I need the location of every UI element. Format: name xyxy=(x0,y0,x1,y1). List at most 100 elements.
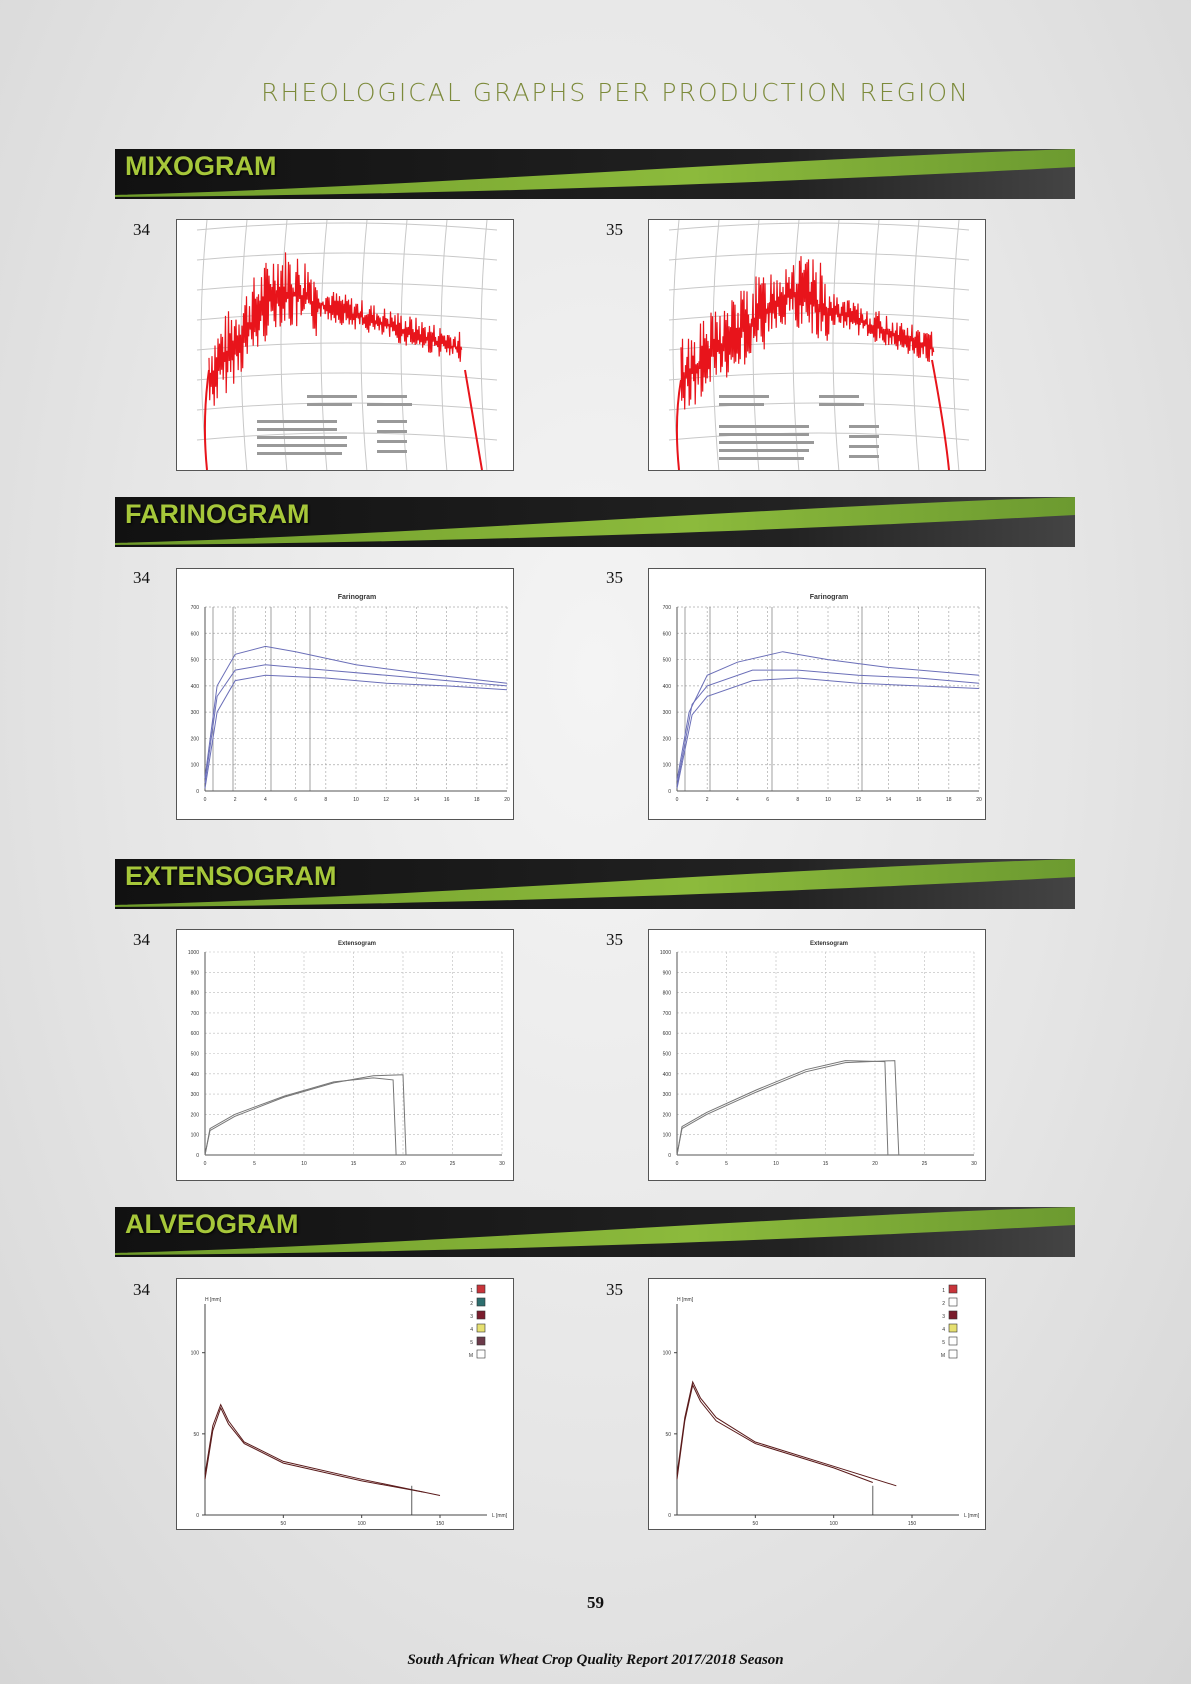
y-tick-label: 500 xyxy=(663,658,672,664)
y-tick-label: 1000 xyxy=(660,950,671,956)
chart-title: Extensogram xyxy=(338,941,376,947)
legend-label: 4 xyxy=(470,1327,473,1333)
chart-title: Farinogram xyxy=(338,594,377,601)
x-tick-label: 150 xyxy=(908,1521,917,1527)
y-tick-label: 400 xyxy=(663,684,672,690)
legend-swatch xyxy=(948,1284,958,1294)
extensogram-graphic: Extensogram10009008007006005004003002001… xyxy=(177,930,513,1180)
x-tick-label: 20 xyxy=(872,1161,878,1167)
section-label: ALVEOGRAM xyxy=(125,1209,299,1239)
legend-label: 2 xyxy=(470,1301,473,1307)
alveogram-graphic: H [mm] L [mm] 100 50 0 50 100 150 1 2 3 4 5 M xyxy=(177,1279,513,1529)
x-tick-label: 10 xyxy=(301,1161,307,1167)
chart-title: Extensogram xyxy=(810,941,848,947)
sample-number: 34 xyxy=(133,1280,150,1299)
x-tick-label: 6 xyxy=(294,797,297,803)
mixogram-chart-34 xyxy=(176,219,514,471)
x-tick-label: 30 xyxy=(499,1161,505,1167)
x-tick-label: 18 xyxy=(474,797,480,803)
sample-number: 35 xyxy=(606,568,623,587)
section-label: MIXOGRAM xyxy=(125,151,277,181)
farinogram-curve xyxy=(204,674,508,789)
x-tick-label: 25 xyxy=(450,1161,456,1167)
x-tick-label: 100 xyxy=(829,1521,838,1527)
legend-swatch xyxy=(476,1297,486,1307)
chart-background xyxy=(649,569,985,819)
x-tick-label: 18 xyxy=(946,797,952,803)
farinogram-graphic: Farinogram 700 600 500 400 300 200 100 00 2 4 6 8 10 1… xyxy=(177,569,513,819)
y-tick-label: 400 xyxy=(191,684,200,690)
banner-graphic xyxy=(115,859,1075,909)
alveogram-curve xyxy=(676,1383,873,1483)
section-label: EXTENSOGRAM xyxy=(125,861,337,891)
footer-text: South African Wheat Crop Quality Report … xyxy=(407,1652,784,1668)
y-tick-label: 200 xyxy=(191,1112,200,1118)
banner-graphic xyxy=(115,497,1075,547)
x-tick-label: 20 xyxy=(504,797,510,803)
y-tick-label: 200 xyxy=(663,1112,672,1118)
y-tick-label: 600 xyxy=(191,631,200,637)
y-tick-label: 800 xyxy=(191,991,200,997)
x-tick-label: 16 xyxy=(444,797,450,803)
legend-label: 5 xyxy=(470,1340,473,1346)
x-tick-label: 10 xyxy=(825,797,831,803)
section-banner-farinogram: FARINOGRAM xyxy=(115,493,1075,551)
legend-swatch xyxy=(948,1336,958,1346)
y-tick-label: 500 xyxy=(663,1052,672,1058)
legend-label: 3 xyxy=(942,1314,945,1320)
legend-label: 3 xyxy=(470,1314,473,1320)
legend-label: 1 xyxy=(470,1288,473,1294)
sample-number: 34 xyxy=(133,930,150,949)
page-title: RHEOLOGICAL GRAPHS PER PRODUCTION REGION xyxy=(261,78,970,107)
x-tick-label: 0 xyxy=(204,1161,207,1167)
alveogram-curve xyxy=(676,1380,897,1487)
mixogram-chart-35 xyxy=(648,219,986,471)
y-tick-label: 700 xyxy=(663,1011,672,1017)
x-tick-label: 15 xyxy=(351,1161,357,1167)
sample-number: 34 xyxy=(133,568,150,587)
y-tick-label: 300 xyxy=(663,710,672,716)
y-tick-label: 900 xyxy=(191,970,200,976)
x-tick-label: 150 xyxy=(436,1521,445,1527)
x-tick-label: 20 xyxy=(400,1161,406,1167)
sample-number: 34 xyxy=(133,220,150,239)
sample-number: 35 xyxy=(606,1280,623,1299)
farinogram-chart-35: Farinogram 700 600 500 400 300 200 100 0 0 2 4 6 8 10 1… xyxy=(648,568,986,820)
x-tick-label: 50 xyxy=(281,1521,287,1527)
extensogram-chart-35: Extensogram 1000 900 800 700 600 500 400 300 200 1… xyxy=(648,929,986,1181)
farinogram-curve xyxy=(676,677,980,789)
farinogram-curve xyxy=(676,669,980,786)
mixogram-graphic xyxy=(196,220,498,470)
legend-swatch xyxy=(948,1297,958,1307)
x-tick-label: 16 xyxy=(916,797,922,803)
y-tick-label: 100 xyxy=(191,1351,200,1357)
y-tick-label: 0 xyxy=(196,789,199,795)
y-tick-label: 100 xyxy=(663,1133,672,1139)
y-tick-label: 0 xyxy=(196,1153,199,1159)
x-tick-label: 12 xyxy=(855,797,861,803)
y-tick-label: 400 xyxy=(663,1072,672,1078)
farinogram-curve xyxy=(204,645,508,778)
legend-swatch xyxy=(476,1284,486,1294)
legend-label: 5 xyxy=(942,1340,945,1346)
legend-swatch xyxy=(476,1349,486,1359)
x-tick-label: 4 xyxy=(736,797,739,803)
extensogram-curve xyxy=(676,1060,900,1156)
y-tick-label: 600 xyxy=(191,1031,200,1037)
x-tick-label: 50 xyxy=(753,1521,759,1527)
x-tick-label: 14 xyxy=(886,797,892,803)
x-axis-label: L [mm] xyxy=(964,1513,980,1519)
chart-background xyxy=(177,930,513,1180)
section-label: FARINOGRAM xyxy=(125,499,310,529)
alveogram-chart-34: H [mm] L [mm] 100 50 0 50 100 150 1 2 3 4 5 M xyxy=(176,1278,514,1530)
y-tick-label: 700 xyxy=(191,605,200,611)
y-tick-label: 500 xyxy=(191,658,200,664)
farinogram-graphic: Farinogram 700 600 500 400 300 200 100 00 2 4 6 8 10 1… xyxy=(649,569,985,819)
x-tick-label: 20 xyxy=(976,797,982,803)
sample-number: 35 xyxy=(606,220,623,239)
y-axis-label: H [mm] xyxy=(677,1297,694,1303)
y-tick-label: 300 xyxy=(191,1092,200,1098)
legend-label: 4 xyxy=(942,1327,945,1333)
x-tick-label: 12 xyxy=(383,797,389,803)
x-axis-label: L [mm] xyxy=(492,1513,508,1519)
